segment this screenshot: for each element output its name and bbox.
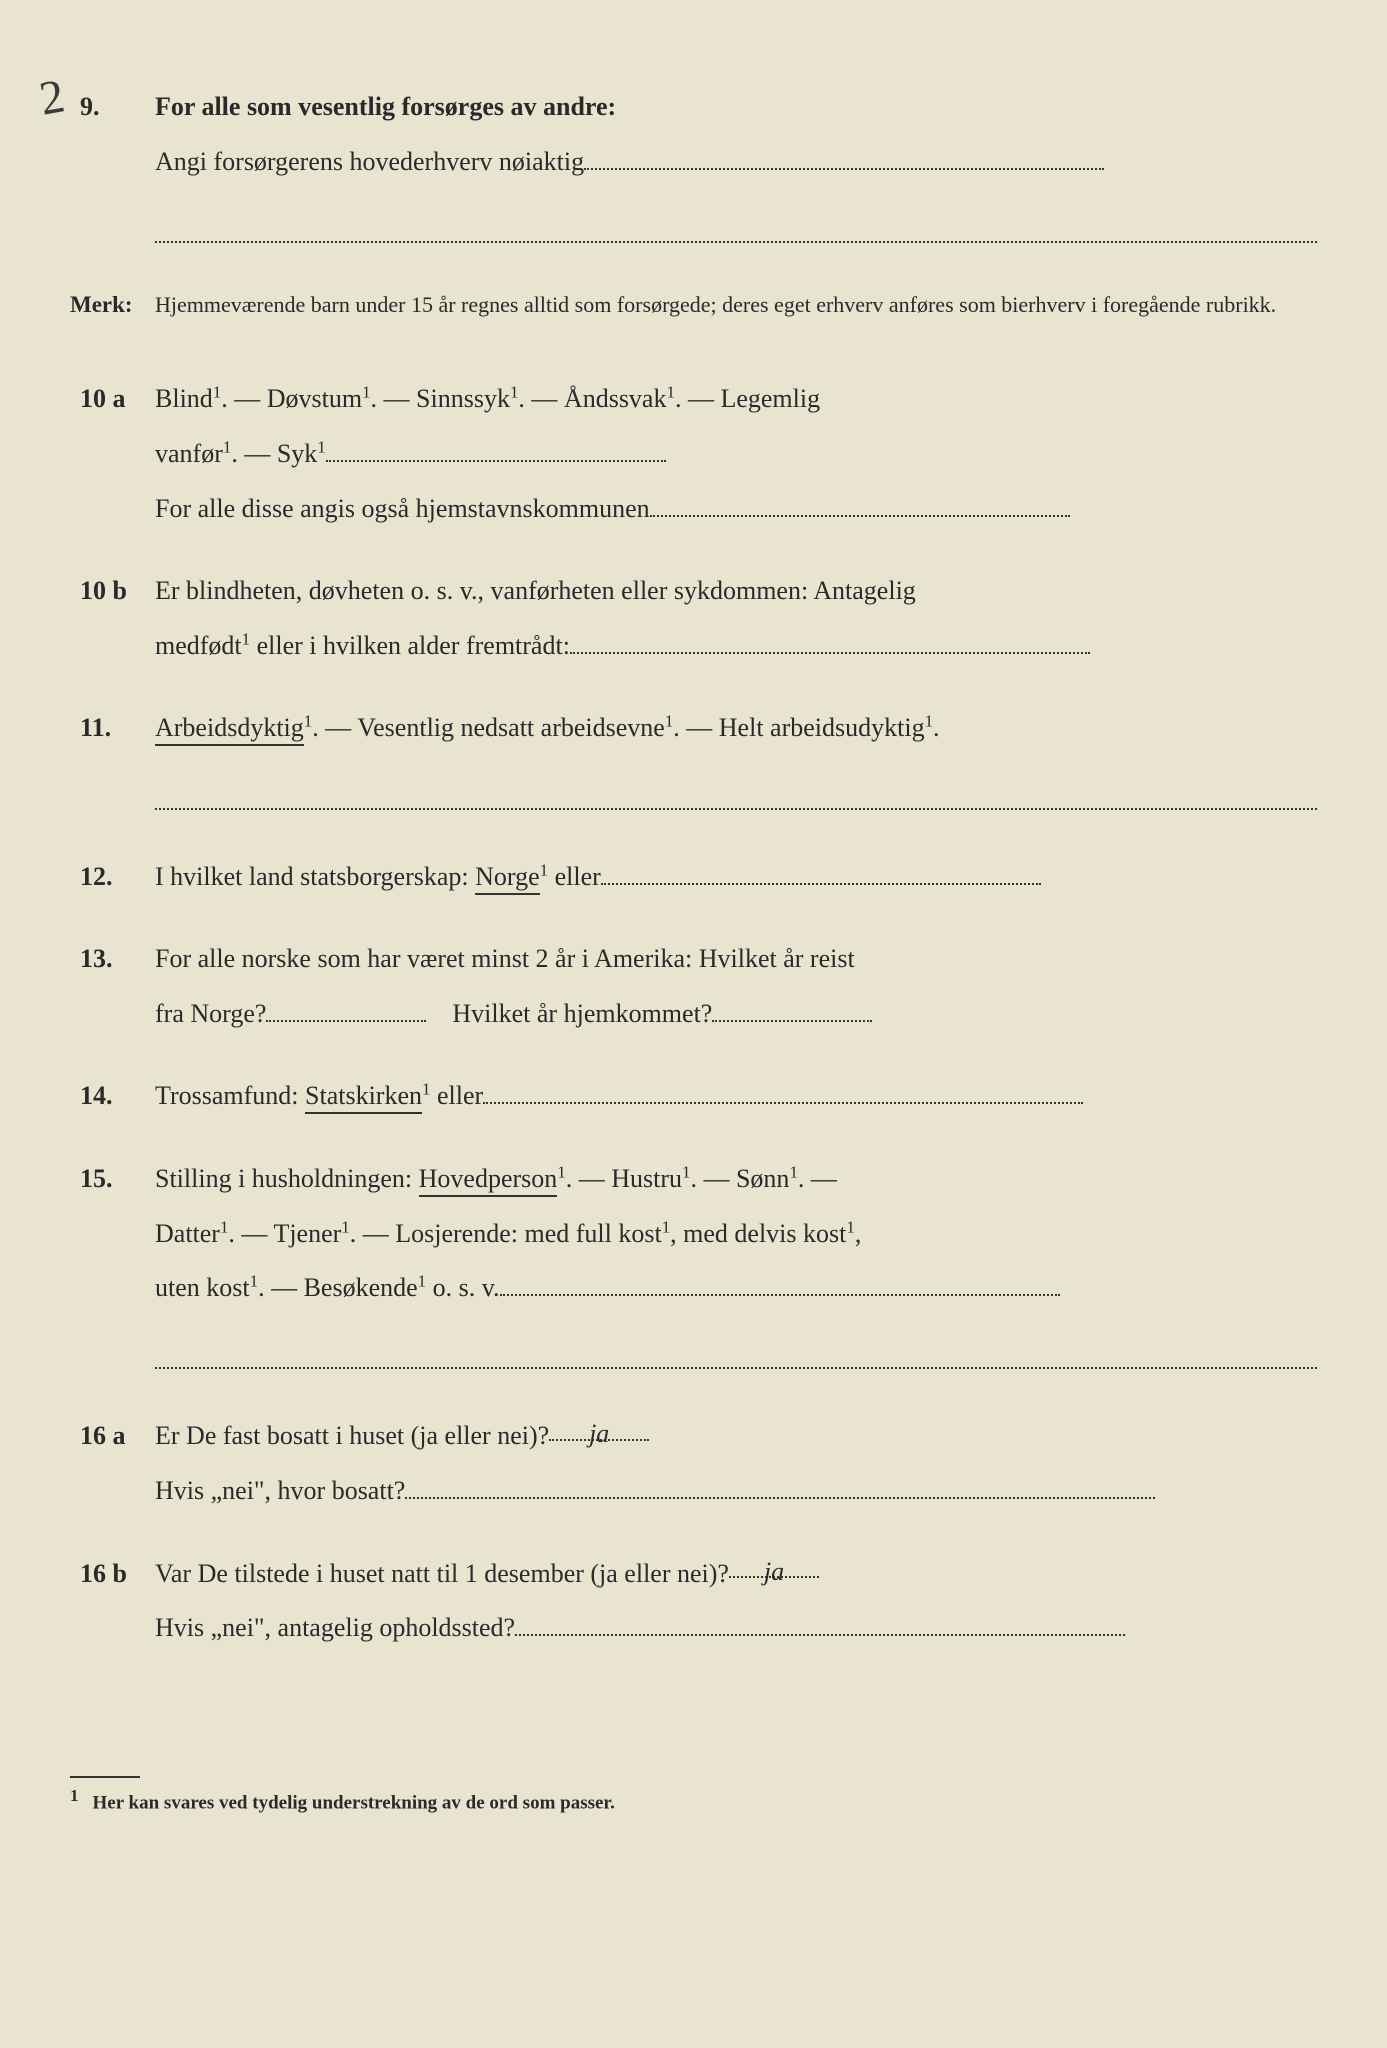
q11-content: Arbeidsdyktig1. — Vesentlig nedsatt arbe… [155, 701, 1317, 821]
q10b-content: Er blindheten, døvheten o. s. v., vanfør… [155, 564, 1317, 673]
question-16a: 16 a Er De fast bosatt i huset (ja eller… [70, 1409, 1317, 1518]
question-15: 15. Stilling i husholdningen: Hovedperso… [70, 1152, 1317, 1381]
footnote-text: Her kan svares ved tydelig understreknin… [93, 1792, 615, 1813]
q14-content: Trossamfund: Statskirken1 eller [155, 1069, 1317, 1124]
footnote-marker: 1 [70, 1786, 79, 1805]
q11-number: 11. [70, 703, 155, 752]
q16b-number: 16 b [70, 1549, 155, 1598]
q16b-answer: ja [764, 1557, 784, 1586]
q9-content: For alle som vesentlig forsørges av andr… [155, 80, 1317, 255]
q12-content: I hvilket land statsborgerskap: Norge1 e… [155, 850, 1317, 905]
form-page: 9. For alle som vesentlig forsørges av a… [70, 80, 1317, 1814]
q9-line1: For alle som vesentlig forsørges av andr… [155, 92, 616, 121]
q15-number: 15. [70, 1154, 155, 1203]
question-13: 13. For alle norske som har været minst … [70, 932, 1317, 1041]
question-11: 11. Arbeidsdyktig1. — Vesentlig nedsatt … [70, 701, 1317, 821]
q10a-number: 10 a [70, 374, 155, 423]
question-14: 14. Trossamfund: Statskirken1 eller [70, 1069, 1317, 1124]
q13-number: 13. [70, 934, 155, 983]
q9-number: 9. [70, 82, 155, 131]
margin-handwritten-number: 2 [35, 68, 68, 126]
q15-content: Stilling i husholdningen: Hovedperson1. … [155, 1152, 1317, 1381]
question-12: 12. I hvilket land statsborgerskap: Norg… [70, 850, 1317, 905]
q13-content: For alle norske som har været minst 2 år… [155, 932, 1317, 1041]
question-10b: 10 b Er blindheten, døvheten o. s. v., v… [70, 564, 1317, 673]
q16a-number: 16 a [70, 1411, 155, 1460]
q10b-number: 10 b [70, 566, 155, 615]
footnote: 1 Her kan svares ved tydelig understrekni… [70, 1786, 1317, 1814]
question-9: 9. For alle som vesentlig forsørges av a… [70, 80, 1317, 255]
q14-number: 14. [70, 1071, 155, 1120]
q12-number: 12. [70, 852, 155, 901]
q16a-answer: ja [589, 1419, 609, 1448]
merk-text: Hjemmeværende barn under 15 år regnes al… [155, 287, 1317, 322]
merk-row: Merk: Hjemmeværende barn under 15 år reg… [70, 283, 1317, 327]
q9-line2: Angi forsørgerens hovederhverv nøiaktig [155, 147, 584, 176]
question-16b: 16 b Var De tilstede i huset natt til 1 … [70, 1547, 1317, 1656]
q10a-content: Blind1. — Døvstum1. — Sinnssyk1. — Åndss… [155, 372, 1317, 536]
merk-label: Merk: [70, 283, 155, 327]
footnote-rule [70, 1776, 140, 1778]
q16a-content: Er De fast bosatt i huset (ja eller nei)… [155, 1409, 1317, 1518]
q16b-content: Var De tilstede i huset natt til 1 desem… [155, 1547, 1317, 1656]
question-10a: 10 a Blind1. — Døvstum1. — Sinnssyk1. — … [70, 372, 1317, 536]
